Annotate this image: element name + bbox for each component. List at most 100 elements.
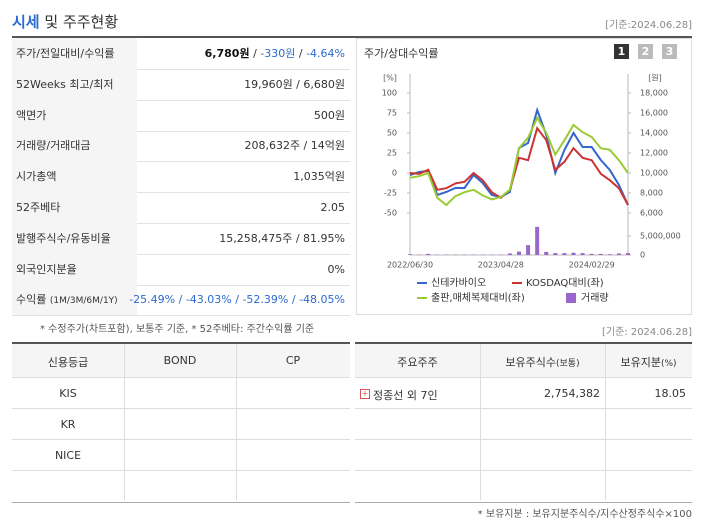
tab[interactable]: 1 [614,44,629,59]
value-part: 2.05 [320,201,346,214]
y2-tick-label: 18,000 [640,89,668,98]
volume-bar [544,251,549,255]
chart-panel-title: 주가/상대수익률 [364,47,439,60]
row-value: 208,632주 / 14억원 [244,130,345,161]
row-value: 500원 [314,100,345,131]
table-row: 액면가 500원 [12,99,350,132]
header-cell: CP [285,354,301,367]
y-tick-label: 50 [387,129,397,138]
row-line [12,439,350,440]
agency: KIS [59,387,77,400]
footnote: * 보유지분 : 보유지분주식수/지수산정주식수×100 [477,509,692,520]
col-line [605,344,606,500]
legend-label: 신테카바이오 [431,277,486,289]
table-row: 발행주식수/유동비율 15,258,475주 / 81.95% [12,222,350,255]
row-line [355,470,692,471]
row-value: 2.05 [321,192,346,223]
y2-tick-label: 10,000 [640,169,668,178]
y-tick-label: 100 [382,89,397,98]
value-part: -330원 [260,47,296,60]
volume-bar [598,253,603,255]
tab[interactable]: 2 [638,44,653,59]
volume-bar [571,252,576,255]
volume-bar [626,253,630,255]
y-tick-label: -25 [384,189,397,198]
table-row: 시가총액 1,035억원 [12,161,350,194]
x-tick-label: 2022/06/30 [387,261,433,270]
volume-bar [426,253,431,255]
y-tick-label: 25 [387,149,397,158]
row-value: 6,780원 / -330원 / -4.64% [205,38,345,69]
row-label: 52Weeks 최고/최저 [12,68,137,100]
header-text: 보유주식수 [505,356,556,369]
row-line [12,377,350,378]
table-row: 주가/전일대비/수익률 6,780원 / -330원 / -4.64% [12,38,350,70]
col-line [480,344,481,500]
holder-name[interactable]: 정종선 외 7인 [373,389,438,402]
row-label: 거래량/거래대금 [12,130,137,162]
x-tick-label: 2023/04/28 [478,261,524,270]
value-part: / [231,293,243,307]
date: [기준:2024.06.28] [605,20,692,31]
row-line [355,439,692,440]
label-text: 52주베타 [16,201,61,214]
value-part: 500원 [313,108,345,122]
value-part: 19,960원 / 6,680원 [244,77,345,91]
expand-icon[interactable]: + [360,389,370,399]
row-label: 52주베타 [12,192,137,223]
row-label: 주가/전일대비/수익률 [12,38,137,69]
col-line [124,344,125,500]
value-part: -25.49% [129,293,176,307]
label-text: 발행주식수/유동비율 [16,231,111,245]
row-line [12,470,350,471]
row-label: 액면가 [12,99,137,131]
value-part: -48.05% [299,293,345,307]
row-value: 0% [328,254,345,285]
header-bg [12,344,350,377]
row-value: -25.49% / -43.03% / -52.39% / -48.05% [129,284,345,315]
volume-bar [507,253,512,255]
row-label: 시가총액 [12,161,137,193]
label-text: 외국인지분율 [16,262,77,276]
value-part: / [249,47,261,60]
header-cell: 주요주주 [397,356,438,369]
row-value: 1,035억원 [293,161,345,192]
row-value: 15,258,475주 / 81.95% [219,223,345,254]
footnote: * 수정주가(차트포함), 보통주 기준, * 52주베타: 주간수익률 기준 [40,324,315,335]
table-row: 52주베타 2.05 [12,192,350,224]
chart-panel [356,38,692,315]
holder-table: 주요주주 보유주식수(보통) 보유지분(%) + 정종선 외 7인 2,754,… [355,342,692,503]
table-row: 외국인지분율 0% [12,253,350,286]
label-text: 수익률 [16,293,47,307]
value-part: / [175,293,186,307]
value-part: / [288,293,300,307]
title-rest: 및 주주현황 [44,13,119,31]
volume-bar [526,245,531,255]
volume-bar [517,251,521,255]
label-text: 거래량/거래대금 [16,139,91,153]
y2-tick-label: 12,000 [640,149,668,158]
y-axis-title: [%] [383,74,397,83]
y-tick-label: 75 [387,109,397,118]
header-text: 보유지분 [620,356,661,369]
agency: NICE [54,449,82,462]
credit-table: 신용등급 BOND CP KIS KR NICE [12,342,350,503]
label-text: 52Weeks 최고/최저 [16,77,114,91]
legend-label: 거래량 [581,292,609,304]
header-cell: 보유주식수(보통) [480,354,605,370]
chart: [%] [원] 100 75 50 25 0 -25 -50 18,000 16,000 14,000… [382,74,681,305]
series-line [409,125,629,206]
legend-swatch [566,293,576,303]
y2-tick-label: 6,000 [640,209,663,218]
tab[interactable]: 3 [662,44,677,59]
value-part: -43.03% [185,293,232,307]
title-main: 시세 [12,13,40,31]
volume-bar [535,226,540,255]
row-label: 발행주식수/유동비율 [12,222,137,254]
volume-bar [589,253,594,255]
label-text: 주가/전일대비/수익률 [16,47,115,60]
value-part: -52.39% [242,293,289,307]
volume-bar [607,254,612,255]
row-label: 수익률 (1M/3M/6M/1Y) [12,284,137,316]
holder-shares: 2,754,382 [544,387,600,400]
